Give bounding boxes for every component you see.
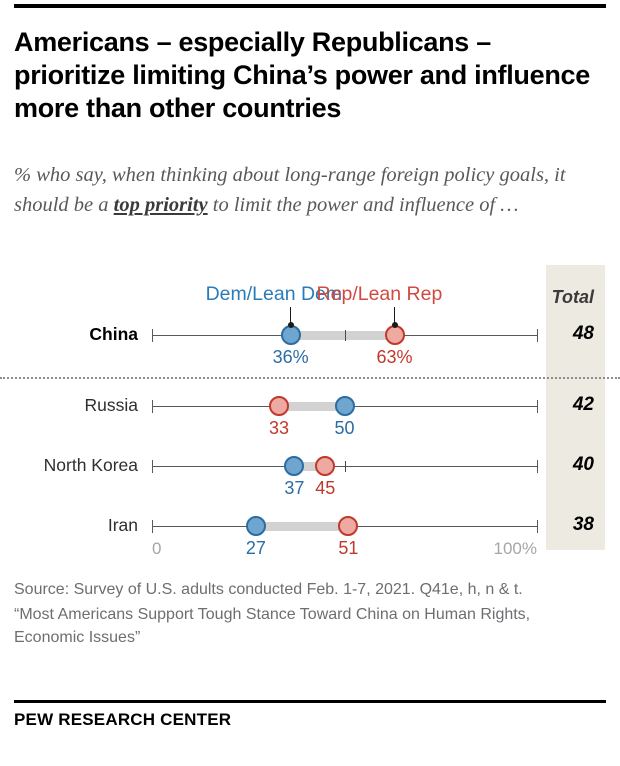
data-point-rep-russia[interactable] (269, 396, 290, 416)
legend-label-rep: Rep/Lean Rep (316, 283, 443, 305)
value-label-dem-iran: 27 (245, 538, 266, 558)
gap-connector-band (279, 402, 345, 411)
axis-midpoint-tick (344, 461, 346, 472)
data-point-dem-russia[interactable] (334, 396, 355, 416)
data-point-rep-north-korea[interactable] (315, 456, 336, 476)
legend-leader-dot-dem (287, 322, 294, 328)
gap-connector-band (255, 522, 349, 531)
total-value-china: 48 (572, 323, 594, 344)
gap-connector-band (294, 462, 326, 471)
legend-label-dem: Dem/Lean Dem (205, 283, 343, 305)
total-column-header: Total (551, 287, 594, 307)
row-label-russia: Russia (84, 395, 139, 415)
value-label-dem-china: 36% (272, 347, 309, 367)
data-point-dem-north-korea[interactable] (284, 456, 305, 476)
data-point-rep-iran[interactable] (338, 516, 359, 536)
total-column-panel (546, 265, 605, 550)
source-note: Source: Survey of U.S. adults conducted … (14, 581, 523, 598)
legend-leader-line-dem (289, 307, 292, 327)
data-point-dem-iran[interactable] (245, 516, 266, 536)
row-label-iran: Iran (107, 515, 138, 535)
value-label-dem-russia: 50 (334, 418, 355, 438)
axis-end-tick (537, 520, 538, 533)
page-title: Americans – especially Republicans – pri… (14, 27, 590, 123)
legend-leader-dot-rep (391, 322, 398, 328)
total-value-iran: 38 (572, 514, 594, 535)
axis-start-label: 0 (152, 539, 162, 558)
subtitle-part-1: % who say, when thinking about long-rang… (14, 164, 566, 216)
row-group-divider (0, 377, 620, 379)
axis-end-tick (152, 400, 153, 413)
subtitle-part-2: to limit the power and influence of … (207, 194, 519, 216)
top-divider-rule (14, 4, 606, 8)
axis-end-tick (152, 460, 153, 473)
value-label-rep-china: 63% (376, 347, 413, 367)
row-label-north-korea: North Korea (43, 455, 138, 475)
pew-research-center-logo: PEW RESEARCH CENTER (14, 710, 232, 729)
total-value-russia: 42 (572, 394, 594, 415)
report-title-note: “Most Americans Support Tough Stance Tow… (14, 606, 531, 646)
row-label-china: China (89, 324, 138, 344)
axis-end-tick (537, 460, 538, 473)
subtitle-emphasis: top priority (113, 194, 208, 216)
footer-notes: Source: Survey of U.S. adults conducted … (14, 578, 594, 651)
value-label-dem-north-korea: 37 (284, 478, 305, 498)
gap-connector-band (290, 331, 395, 340)
data-point-dem-china[interactable] (280, 325, 301, 345)
data-point-rep-china[interactable] (384, 325, 405, 345)
bottom-divider-rule (14, 700, 606, 703)
total-value-north-korea: 40 (572, 454, 594, 475)
axis-end-tick (152, 329, 153, 342)
dot-plot-chart: Total Dem/Lean Dem Rep/Lean Rep China 36%… (0, 265, 620, 565)
axis-end-tick (152, 520, 153, 533)
value-label-rep-north-korea: 45 (315, 478, 336, 498)
axis-end-tick (537, 400, 538, 413)
axis-end-tick (537, 329, 538, 342)
value-label-rep-russia: 33 (269, 418, 290, 438)
value-label-rep-iran: 51 (338, 538, 359, 558)
axis-end-label: 100% (493, 539, 537, 558)
chart-subtitle: % who say, when thinking about long-rang… (14, 160, 594, 220)
axis-midpoint-tick (344, 330, 346, 341)
legend-leader-line-rep (393, 307, 396, 327)
